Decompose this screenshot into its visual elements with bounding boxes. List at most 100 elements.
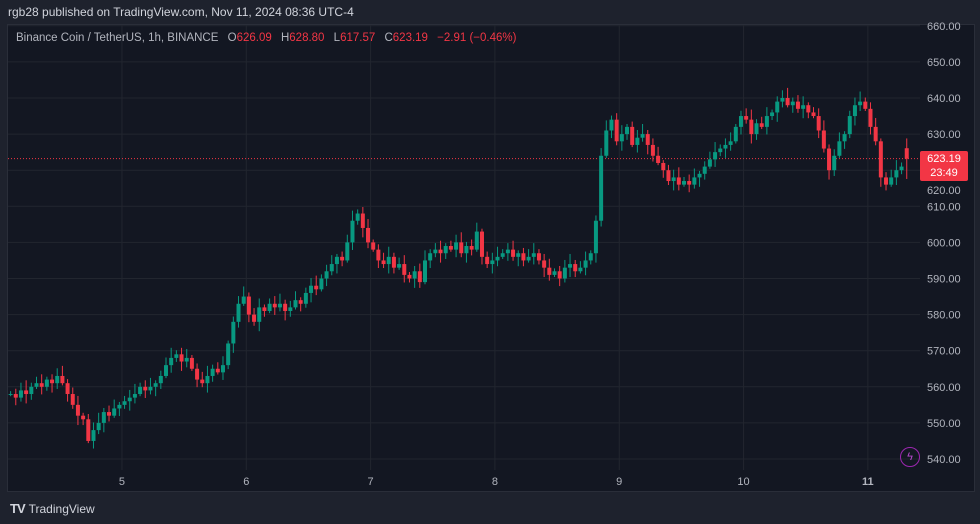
- candle-body: [44, 379, 49, 387]
- time-axis: 5 6 7 8 9 10 11: [119, 476, 874, 488]
- candle-body: [474, 231, 479, 250]
- price-tick-label: 660.00: [927, 21, 961, 33]
- candle-body: [215, 368, 220, 373]
- candle-body: [650, 144, 655, 156]
- candle-body: [226, 343, 231, 366]
- candle-body: [412, 271, 417, 279]
- candle-body: [433, 249, 438, 254]
- candle-body: [733, 126, 738, 142]
- candle-body: [210, 368, 215, 376]
- price-tick-label: 620.00: [927, 185, 961, 197]
- candle-body: [889, 177, 894, 185]
- candle-body: [464, 246, 469, 254]
- candle-body: [246, 296, 251, 315]
- time-tick-label: 10: [737, 476, 749, 488]
- candle-body: [614, 119, 619, 142]
- lightning-icon[interactable]: ϟ: [900, 447, 920, 467]
- candle-body: [795, 101, 800, 109]
- candle-body: [899, 166, 904, 171]
- low-value: 617.57: [340, 32, 376, 44]
- candle-body: [169, 357, 174, 366]
- candle-body: [391, 256, 396, 268]
- candle-body: [878, 141, 883, 178]
- candle-body: [309, 285, 314, 293]
- candle-body: [511, 249, 516, 257]
- candle-body: [448, 246, 453, 250]
- candle-body: [122, 401, 127, 405]
- candle-body: [117, 404, 122, 409]
- candle-body: [609, 119, 614, 131]
- candle-body: [847, 116, 852, 135]
- candle-body: [75, 404, 80, 416]
- candle-body: [588, 253, 593, 261]
- candle-body: [143, 386, 148, 391]
- candle-body: [454, 242, 459, 250]
- candle-body: [174, 354, 179, 358]
- candle-body: [811, 112, 816, 117]
- candle-body: [666, 170, 671, 182]
- candle-body: [29, 386, 34, 395]
- candle-body: [158, 375, 163, 384]
- candle-body: [355, 213, 360, 221]
- candle-body: [438, 249, 443, 254]
- symbol-legend: Binance Coin / TetherUS, 1h, BINANCE O62…: [16, 32, 516, 44]
- candle-body: [34, 383, 39, 387]
- candle-body: [707, 159, 712, 167]
- candle-body: [806, 105, 811, 113]
- candle-body: [386, 256, 391, 265]
- publisher-line: rgb28 published on TradingView.com, Nov …: [8, 5, 354, 19]
- candle-body: [671, 177, 676, 182]
- candle-body: [350, 220, 355, 243]
- candle-body: [91, 430, 96, 441]
- price-tick-label: 640.00: [927, 93, 961, 105]
- price-axis: 660.00 650.00 640.00 630.00 620.00 610.00 600.…: [927, 21, 961, 466]
- candle-body: [604, 130, 609, 156]
- candle-body: [692, 177, 697, 185]
- candle-body: [24, 390, 29, 395]
- candle-body: [790, 101, 795, 106]
- candle-body: [526, 256, 531, 261]
- candle-body: [583, 260, 588, 268]
- price-tick-label: 560.00: [927, 382, 961, 394]
- candle-body: [656, 155, 661, 163]
- candle-body: [635, 137, 640, 145]
- candle-body: [200, 379, 205, 384]
- candle-body: [127, 397, 132, 402]
- candle-body: [65, 383, 70, 395]
- candle-body: [837, 141, 842, 156]
- candle-body: [827, 148, 832, 171]
- candle-body: [205, 375, 210, 384]
- candle-body: [718, 148, 723, 153]
- footer-brand: TV TradingView: [10, 501, 95, 516]
- candle-body: [754, 123, 759, 135]
- candle-body: [775, 101, 780, 113]
- candle-body: [18, 390, 23, 398]
- candle-body: [220, 365, 225, 373]
- candle-body: [272, 303, 277, 308]
- high-value: 628.80: [289, 32, 325, 44]
- candle-body: [101, 412, 106, 423]
- candle-body: [397, 264, 402, 268]
- candle-body: [257, 307, 262, 322]
- candle-body: [288, 307, 293, 311]
- candle-body: [842, 134, 847, 142]
- candle-body: [630, 126, 635, 145]
- candle-body: [894, 170, 899, 178]
- current-price: 623.19: [927, 153, 961, 165]
- candle-body: [759, 123, 764, 127]
- candle-body: [749, 119, 754, 135]
- low-label: L: [333, 32, 341, 44]
- bar-countdown: 23:49: [930, 167, 958, 179]
- open-label: O: [227, 32, 237, 44]
- candle-body: [697, 173, 702, 178]
- candle-body: [13, 394, 18, 398]
- candle-body: [402, 264, 407, 275]
- candle-body: [195, 368, 200, 380]
- candle-body: [334, 256, 339, 265]
- chart-frame[interactable]: [7, 24, 975, 492]
- candle-body: [345, 242, 350, 261]
- candle-body: [884, 177, 889, 185]
- candle-body: [863, 101, 868, 109]
- candle-body: [423, 260, 427, 283]
